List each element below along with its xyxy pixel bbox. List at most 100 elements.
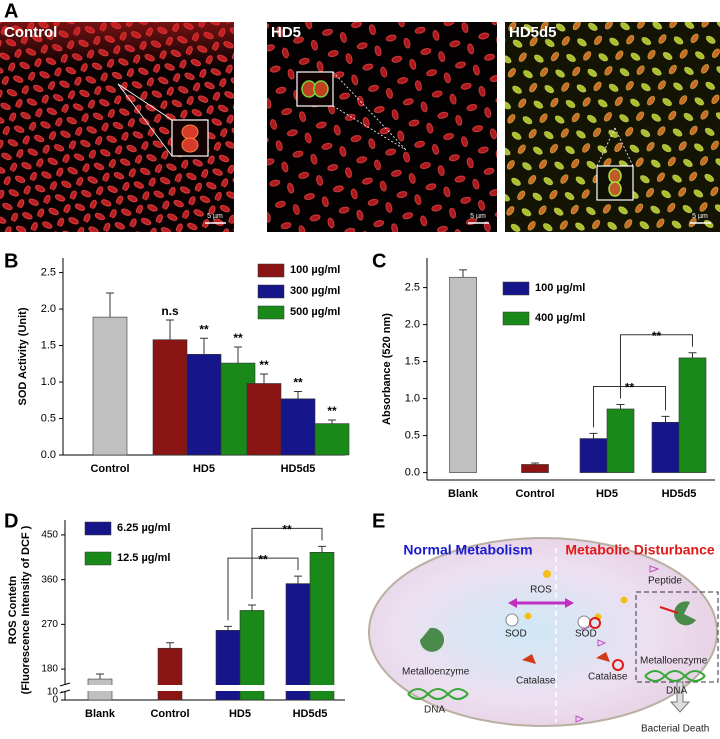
y-tick-label: 0.5 [41, 412, 56, 424]
y-tick-label: 450 [41, 530, 58, 541]
comparison-bracket [593, 386, 666, 428]
bar [285, 583, 311, 701]
error-bar [318, 545, 326, 553]
x-tick-label: HD5d5 [662, 488, 697, 500]
y-axis-label: Absorbance (520 nm) [381, 313, 393, 425]
y-tick-label: 2.5 [405, 282, 420, 294]
image-label: HD5 [271, 24, 301, 41]
error-bar [661, 415, 670, 423]
comparison-label: ** [652, 329, 662, 343]
significance-label: ** [233, 331, 243, 345]
bar [449, 276, 477, 473]
legend-label: 100 µg/ml [290, 264, 340, 276]
bar [579, 438, 608, 473]
y-tick-label: 10 [47, 687, 59, 698]
bar [152, 339, 188, 456]
bar [651, 421, 680, 473]
x-tick-label: HD5 [193, 463, 215, 475]
y-axis-label: ROS Contetn [7, 576, 19, 645]
y-tick-label: 360 [41, 574, 58, 585]
legend-swatch [257, 263, 285, 278]
legend-swatch [257, 284, 285, 299]
bar [521, 464, 549, 473]
y-tick-label: 1.0 [41, 376, 56, 388]
error-bar [166, 642, 174, 649]
y-tick-label: 1.5 [405, 356, 420, 368]
comparison-bracket [227, 557, 299, 621]
comparison-label: ** [625, 381, 635, 395]
y-tick-label: 0.0 [41, 449, 56, 461]
y-tick-label: 180 [41, 664, 58, 675]
micrograph [505, 22, 720, 232]
ros-label: ROS [530, 585, 552, 596]
image-label: HD5d5 [509, 24, 557, 41]
error-bar [616, 404, 625, 409]
legend-swatch [502, 281, 530, 296]
panel-label: D [4, 510, 18, 532]
comparison-label: ** [258, 552, 268, 566]
x-tick-label: Blank [448, 488, 479, 500]
x-tick-label: HD5d5 [281, 463, 316, 475]
panel-label: E [372, 510, 385, 532]
micrograph [0, 22, 234, 232]
significance-label: ** [259, 358, 269, 372]
significance-label: ** [293, 376, 303, 390]
error-bar [106, 292, 114, 318]
x-tick-label: Control [150, 708, 189, 720]
axis-break-mark [59, 682, 71, 694]
error-bar [224, 625, 232, 631]
error-bar [294, 575, 302, 584]
scale-bar-label: 5 µm [470, 213, 486, 220]
y-tick-label: 0 [52, 695, 58, 706]
error-bar [688, 352, 697, 358]
legend-swatch [84, 521, 112, 536]
legend-label: 12.5 µg/ml [117, 552, 170, 564]
legend-swatch [502, 311, 530, 326]
significance-label: ** [327, 404, 337, 418]
error-bar [328, 419, 336, 424]
y-tick-label: 0.0 [405, 467, 420, 479]
axis-break [59, 685, 345, 691]
y-tick-label: 270 [41, 619, 58, 630]
legend-label: 500 µg/ml [290, 306, 340, 318]
panel-label: B [4, 250, 18, 272]
bar [678, 357, 707, 473]
bar [314, 423, 350, 456]
legend-label: 100 µg/ml [535, 282, 585, 294]
error-bar [459, 269, 467, 278]
y-tick-label: 1.5 [41, 339, 56, 351]
bar [186, 354, 222, 456]
enzyme-label: Catalase [516, 676, 556, 687]
error-bar [166, 319, 174, 340]
error-bar [589, 432, 598, 439]
error-bar [96, 673, 104, 680]
y-tick-label: 2.5 [41, 266, 56, 278]
x-tick-label: Control [90, 463, 129, 475]
error-bar [248, 604, 256, 611]
comparison-bracket [620, 334, 693, 399]
y-tick-label: 2.0 [41, 303, 56, 315]
enzyme-label: Catalase [588, 672, 628, 683]
diagram: E Normal Metabolism Metabolic Disturbanc… [368, 510, 719, 735]
legend-label: 300 µg/ml [290, 285, 340, 297]
bar [92, 316, 128, 456]
bar [309, 552, 335, 701]
legend-label: 6.25 µg/ml [117, 522, 170, 534]
y-axis-label: SOD Activity (Unit) [17, 307, 29, 405]
y-tick-label: 1.0 [405, 393, 420, 405]
significance-label: ** [199, 322, 209, 336]
error-bar [234, 346, 242, 364]
comparison-label: ** [282, 523, 292, 537]
x-tick-label: HD5 [596, 488, 618, 500]
x-tick-label: Blank [85, 708, 116, 720]
peptide-label: Peptide [648, 576, 682, 587]
legend-label: 400 µg/ml [535, 312, 585, 324]
x-tick-label: Control [515, 488, 554, 500]
comparison-bracket [251, 527, 323, 599]
panel-label: C [372, 250, 386, 272]
dna-label: DNA [424, 705, 445, 716]
scale-bar-label: 5 µm [207, 213, 223, 220]
diagram-title: Metabolic Disturbance [565, 542, 715, 558]
scale-bar-label: 5 µm [692, 213, 708, 220]
